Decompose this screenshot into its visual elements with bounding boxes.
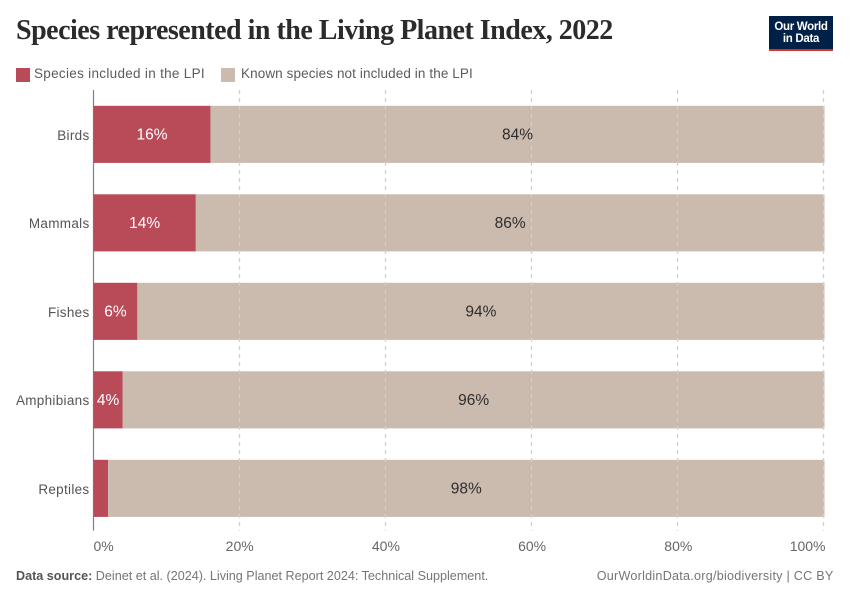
svg-text:84%: 84% xyxy=(502,127,533,144)
svg-text:4%: 4% xyxy=(97,392,120,409)
svg-text:98%: 98% xyxy=(451,481,482,498)
svg-text:86%: 86% xyxy=(495,215,526,232)
svg-text:94%: 94% xyxy=(465,304,496,321)
svg-text:6%: 6% xyxy=(104,304,127,321)
svg-text:16%: 16% xyxy=(136,127,167,144)
svg-text:96%: 96% xyxy=(458,392,489,409)
svg-text:14%: 14% xyxy=(129,215,160,232)
